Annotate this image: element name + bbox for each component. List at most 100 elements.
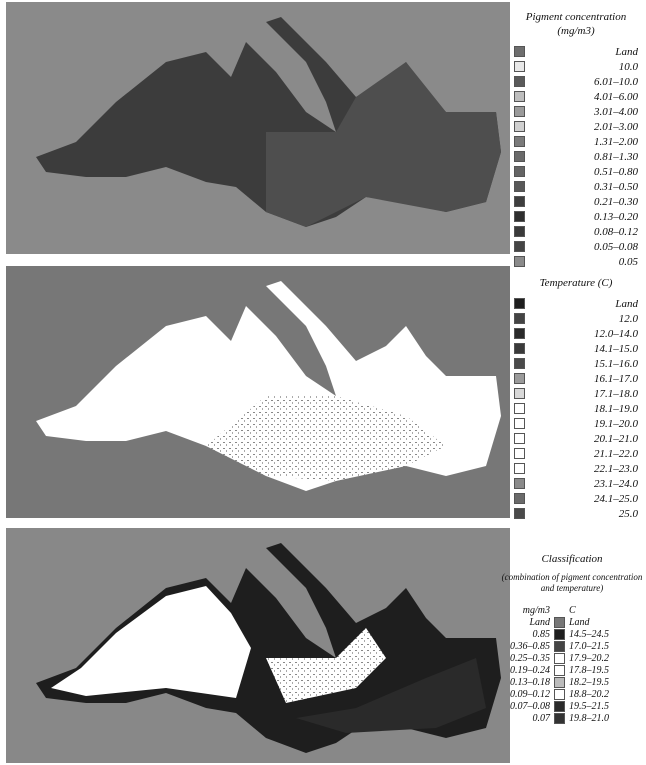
legend-label: 17.1–18.0 (531, 388, 638, 400)
legend-item: 18.1–19.0 (514, 401, 638, 416)
legend-subtitle: (combination of pigment concentration an… (500, 572, 644, 594)
legend-item: 12.0 (514, 311, 638, 326)
temperature-range: Land (569, 617, 590, 628)
legend-label: 25.0 (531, 508, 638, 520)
legend-title: Temperature (C) (514, 276, 638, 290)
temperature-map (6, 266, 510, 518)
legend-swatch (554, 617, 565, 628)
legend-label: 1.31–2.00 (531, 136, 638, 148)
legend-item: 4.01–6.00 (514, 89, 638, 104)
legend-title: Classification (500, 552, 644, 566)
legend-swatch (514, 328, 525, 339)
legend-item: 23.1–24.0 (514, 476, 638, 491)
legend-swatch (554, 641, 565, 652)
legend-item: 15.1–16.0 (514, 356, 638, 371)
legend-item: Land (514, 296, 638, 311)
legend-swatch (514, 196, 525, 207)
legend-swatch (514, 493, 525, 504)
legend-swatch (514, 211, 525, 222)
legend-row: 0.09–0.12 18.8–20.2 (500, 688, 644, 700)
legend-swatch (514, 226, 525, 237)
legend-item: 1.31–2.00 (514, 134, 638, 149)
legend-swatch (554, 665, 565, 676)
legend-label: 0.51–0.80 (531, 166, 638, 178)
legend-row: 0.85 14.5–24.5 (500, 628, 644, 640)
classification-map (6, 528, 510, 763)
legend-label: 21.1–22.0 (531, 448, 638, 460)
column-header: mg/m3 (500, 605, 550, 616)
legend-item: 0.31–0.50 (514, 179, 638, 194)
legend-swatch (514, 76, 525, 87)
legend-swatch (554, 677, 565, 688)
legend-label: 0.13–0.20 (531, 211, 638, 223)
temperature-range: 18.8–20.2 (569, 689, 609, 700)
legend-title: Pigment concentration (mg/m3) (514, 10, 638, 38)
legend-label: 10.0 (531, 61, 638, 73)
legend-row: 0.36–0.85 17.0–21.5 (500, 640, 644, 652)
legend-item: 12.0–14.0 (514, 326, 638, 341)
temperature-range: 14.5–24.5 (569, 629, 609, 640)
legend-swatch (514, 463, 525, 474)
legend-label: 12.0 (531, 313, 638, 325)
legend-swatch (514, 298, 525, 309)
temperature-range: 17.9–20.2 (569, 653, 609, 664)
temperature-range: 17.0–21.5 (569, 641, 609, 652)
pigment-range: 0.25–0.35 (500, 653, 550, 664)
legend-label: 18.1–19.0 (531, 403, 638, 415)
legend-item: 2.01–3.00 (514, 119, 638, 134)
legend-swatch (514, 181, 525, 192)
page: Pigment concentration (mg/m3)Land10.06.0… (0, 0, 646, 765)
legend-item: 21.1–22.0 (514, 446, 638, 461)
pigment-range: 0.19–0.24 (500, 665, 550, 676)
legend-label: 16.1–17.0 (531, 373, 638, 385)
pigment-range: 0.07–0.08 (500, 701, 550, 712)
legend-row: 0.25–0.35 17.9–20.2 (500, 652, 644, 664)
legend-item: 22.1–23.0 (514, 461, 638, 476)
legend-swatch (514, 121, 525, 132)
legend-item: 14.1–15.0 (514, 341, 638, 356)
legend-item: 19.1–20.0 (514, 416, 638, 431)
legend-label: 4.01–6.00 (531, 91, 638, 103)
column-header: C (569, 605, 576, 616)
legend-swatch (514, 433, 525, 444)
legend-label: 22.1–23.0 (531, 463, 638, 475)
legend-item: 10.0 (514, 59, 638, 74)
legend-swatch (554, 713, 565, 724)
pigment-range: 0.36–0.85 (500, 641, 550, 652)
legend-swatch (554, 629, 565, 640)
legend-swatch (554, 653, 565, 664)
legend-label: 0.05–0.08 (531, 241, 638, 253)
legend-label: 3.01–4.00 (531, 106, 638, 118)
legend-swatch (514, 61, 525, 72)
legend-swatch (514, 478, 525, 489)
legend-label: Land (531, 46, 638, 58)
legend-label: 0.81–1.30 (531, 151, 638, 163)
legend-item: 17.1–18.0 (514, 386, 638, 401)
legend-item: 0.21–0.30 (514, 194, 638, 209)
legend-label: 0.05 (531, 256, 638, 268)
temperature-range: 19.8–21.0 (569, 713, 609, 724)
legend-label: 15.1–16.0 (531, 358, 638, 370)
legend-swatch (514, 358, 525, 369)
legend-item: 16.1–17.0 (514, 371, 638, 386)
legend-label: 0.21–0.30 (531, 196, 638, 208)
pigment-range: 0.85 (500, 629, 550, 640)
legend-swatch (514, 313, 525, 324)
legend-label: 24.1–25.0 (531, 493, 638, 505)
pigment-map (6, 2, 510, 254)
pigment-range: 0.09–0.12 (500, 689, 550, 700)
legend-item: 0.51–0.80 (514, 164, 638, 179)
legend-label: 19.1–20.0 (531, 418, 638, 430)
legend-label: 0.31–0.50 (531, 181, 638, 193)
legend-item: 0.81–1.30 (514, 149, 638, 164)
legend-item: 0.13–0.20 (514, 209, 638, 224)
pigment-range: Land (500, 617, 550, 628)
temperature-range: 18.2–19.5 (569, 677, 609, 688)
legend-swatch (514, 106, 525, 117)
legend-swatch (514, 403, 525, 414)
legend: Classification (combination of pigment c… (500, 552, 644, 724)
legend-label: 0.08–0.12 (531, 226, 638, 238)
